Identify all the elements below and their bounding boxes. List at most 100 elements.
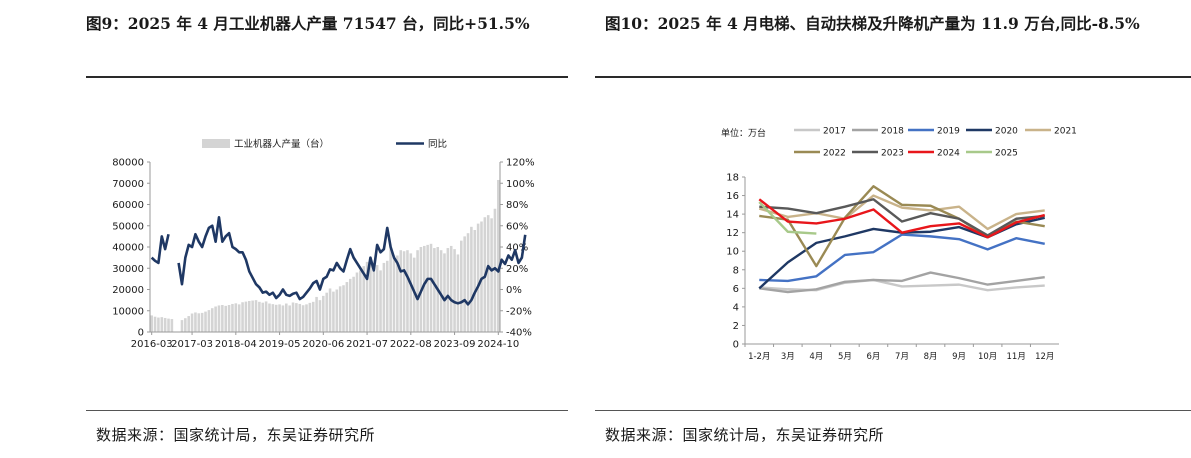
production-bar xyxy=(315,296,318,332)
x-tick-label: 2016-03 xyxy=(131,339,173,350)
x-tick-label: 2018-04 xyxy=(215,339,257,350)
production-bar xyxy=(301,305,305,332)
legend-label-2025: 2025 xyxy=(995,149,1018,159)
production-bar xyxy=(160,317,164,333)
y2-tick-label: 60% xyxy=(506,221,528,232)
production-bar xyxy=(258,301,261,332)
production-bar xyxy=(446,248,450,332)
production-bar xyxy=(194,312,197,332)
production-bar xyxy=(470,226,473,332)
production-bar xyxy=(379,270,382,333)
legend-label-2018: 2018 xyxy=(881,127,904,137)
x-tick-label: 4月 xyxy=(809,352,823,362)
production-bar xyxy=(345,282,349,332)
production-bar xyxy=(227,305,231,332)
production-bar xyxy=(449,245,453,332)
production-bar xyxy=(224,305,228,332)
production-bar xyxy=(426,244,429,333)
production-bar xyxy=(375,265,379,332)
production-bar xyxy=(184,318,187,332)
production-bar xyxy=(291,302,295,332)
production-bar xyxy=(328,288,332,332)
title-rule xyxy=(86,76,568,78)
production-bar xyxy=(456,254,460,332)
production-bar xyxy=(221,305,224,332)
production-bar xyxy=(439,250,443,332)
production-bar xyxy=(200,312,204,333)
production-bar xyxy=(325,292,328,332)
production-bar xyxy=(429,243,433,332)
x-tick-label: 8月 xyxy=(924,352,938,362)
y-tick-label: 6 xyxy=(733,284,739,295)
production-bar xyxy=(466,233,470,332)
production-bar xyxy=(490,218,493,332)
production-bar xyxy=(234,303,238,332)
x-tick-label: 1-2月 xyxy=(748,352,770,362)
unit-label: 单位：万台 xyxy=(721,127,766,139)
title-rule xyxy=(595,76,1191,78)
x-tick-label: 2020-06 xyxy=(302,339,344,350)
production-bar xyxy=(207,310,211,332)
production-bar xyxy=(493,208,497,332)
production-bar xyxy=(281,305,285,332)
production-bar xyxy=(210,308,214,332)
production-bar xyxy=(264,301,268,332)
production-bar xyxy=(453,249,456,333)
production-bar xyxy=(157,317,160,332)
y-tick-label: 40000 xyxy=(112,243,144,254)
legend-label-production: 工业机器人产量（台） xyxy=(234,138,329,150)
legend-label-2021: 2021 xyxy=(1054,127,1077,137)
production-bar xyxy=(460,240,463,333)
series-line-2019 xyxy=(759,233,1045,283)
y2-tick-label: 80% xyxy=(506,200,528,211)
production-bar xyxy=(150,315,153,332)
x-tick-label: 2022-08 xyxy=(390,339,432,350)
figure-9-title: 图9：2025 年 4 月工业机器人产量 71547 台，同比+51.5% xyxy=(86,14,530,33)
production-bar xyxy=(385,260,389,332)
production-bar xyxy=(382,262,386,332)
production-bar xyxy=(365,261,369,333)
production-bar xyxy=(261,302,265,332)
y-tick-label: 30000 xyxy=(112,264,144,275)
x-tick-label: 3月 xyxy=(781,352,795,362)
series-line-2023 xyxy=(759,198,1045,237)
y-tick-label: 70000 xyxy=(112,179,144,190)
production-bar xyxy=(416,250,419,332)
production-bar xyxy=(170,319,174,332)
production-bar xyxy=(342,285,345,332)
production-bar xyxy=(463,236,466,333)
production-bar xyxy=(409,253,413,333)
production-bar xyxy=(359,270,362,333)
x-tick-label: 2021-07 xyxy=(346,339,388,350)
x-tick-label: 2017-03 xyxy=(171,339,213,350)
production-bar xyxy=(167,318,170,332)
y-tick-label: 12 xyxy=(726,228,739,239)
production-bar xyxy=(285,303,288,332)
production-bar xyxy=(476,223,480,333)
production-bar xyxy=(288,305,291,332)
x-tick-label: 2019-05 xyxy=(259,339,301,350)
source-rule xyxy=(595,410,1191,411)
y2-tick-label: 120% xyxy=(506,158,535,169)
production-bar xyxy=(163,317,167,332)
legend-label-2022: 2022 xyxy=(823,149,846,159)
series-line-2021 xyxy=(758,194,1045,231)
production-bar xyxy=(473,230,477,332)
production-bar xyxy=(372,267,376,332)
x-tick-label: 12月 xyxy=(1035,352,1054,362)
production-bar xyxy=(305,304,308,333)
y-tick-label: 4 xyxy=(733,302,739,313)
production-bar xyxy=(389,245,392,332)
x-tick-label: 7月 xyxy=(895,352,909,362)
production-bar xyxy=(338,286,342,332)
production-bar xyxy=(278,304,281,333)
y2-tick-label: 100% xyxy=(506,179,535,190)
right-figure-panel: 图10：2025 年 4 月电梯、自动扶梯及升降机产量为 11.9 万台,同比-… xyxy=(595,0,1191,458)
y2-tick-label: 0% xyxy=(506,285,522,296)
production-bar xyxy=(402,251,406,332)
production-bar xyxy=(295,303,298,332)
production-bar xyxy=(433,248,436,332)
production-bar xyxy=(241,302,244,332)
production-bar xyxy=(180,320,184,332)
production-bar xyxy=(311,301,315,332)
